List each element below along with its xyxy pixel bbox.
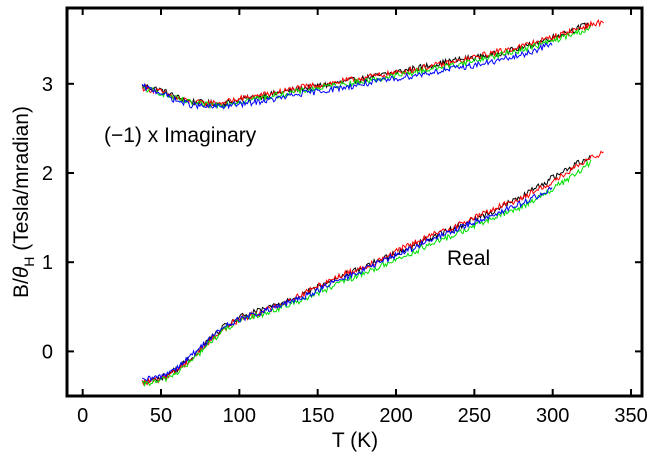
y-tick-label: 0 (42, 341, 53, 363)
series-line-real-4 (141, 154, 592, 385)
x-tick-label: 0 (77, 405, 88, 427)
y-axis-title-symbol: θ (10, 266, 33, 278)
y-tick-label: 2 (42, 163, 53, 185)
series-line-real-5 (141, 150, 604, 387)
series-line-imaginary-2 (142, 25, 592, 110)
series-line-imaginary-0 (141, 22, 592, 108)
x-tick-label: 200 (379, 405, 412, 427)
x-tick-label: 100 (223, 405, 256, 427)
x-tick-label: 350 (614, 405, 647, 427)
y-axis-title-subscript: H (21, 257, 37, 267)
annotation-real: Real (447, 247, 490, 270)
y-axis-title-units: (Tesla/mradian) (10, 106, 33, 257)
y-tick-label: 3 (42, 74, 53, 96)
series-line-imaginary-3 (141, 42, 553, 110)
series-line-real-6 (141, 159, 592, 388)
y-axis-title: B/θH (Tesla/mradian) (10, 106, 37, 298)
annotation-imaginary: (−1) x Imaginary (104, 124, 257, 147)
x-axis-title: T (K) (332, 429, 378, 452)
x-tick-label: 300 (536, 405, 569, 427)
tick-layer: 0 50 100 150 200 250 300 350 0 1 2 3 (42, 8, 648, 427)
series-line-real-7 (141, 186, 553, 382)
x-tick-label: 250 (458, 405, 491, 427)
plot-frame (65, 6, 644, 398)
x-tick-label: 50 (150, 405, 172, 427)
series-line-imaginary-1 (141, 19, 604, 108)
y-tick-label: 1 (42, 252, 53, 274)
y-axis-title-main: B/ (10, 278, 33, 298)
series-layer (141, 19, 604, 388)
x-tick-label: 150 (301, 405, 334, 427)
